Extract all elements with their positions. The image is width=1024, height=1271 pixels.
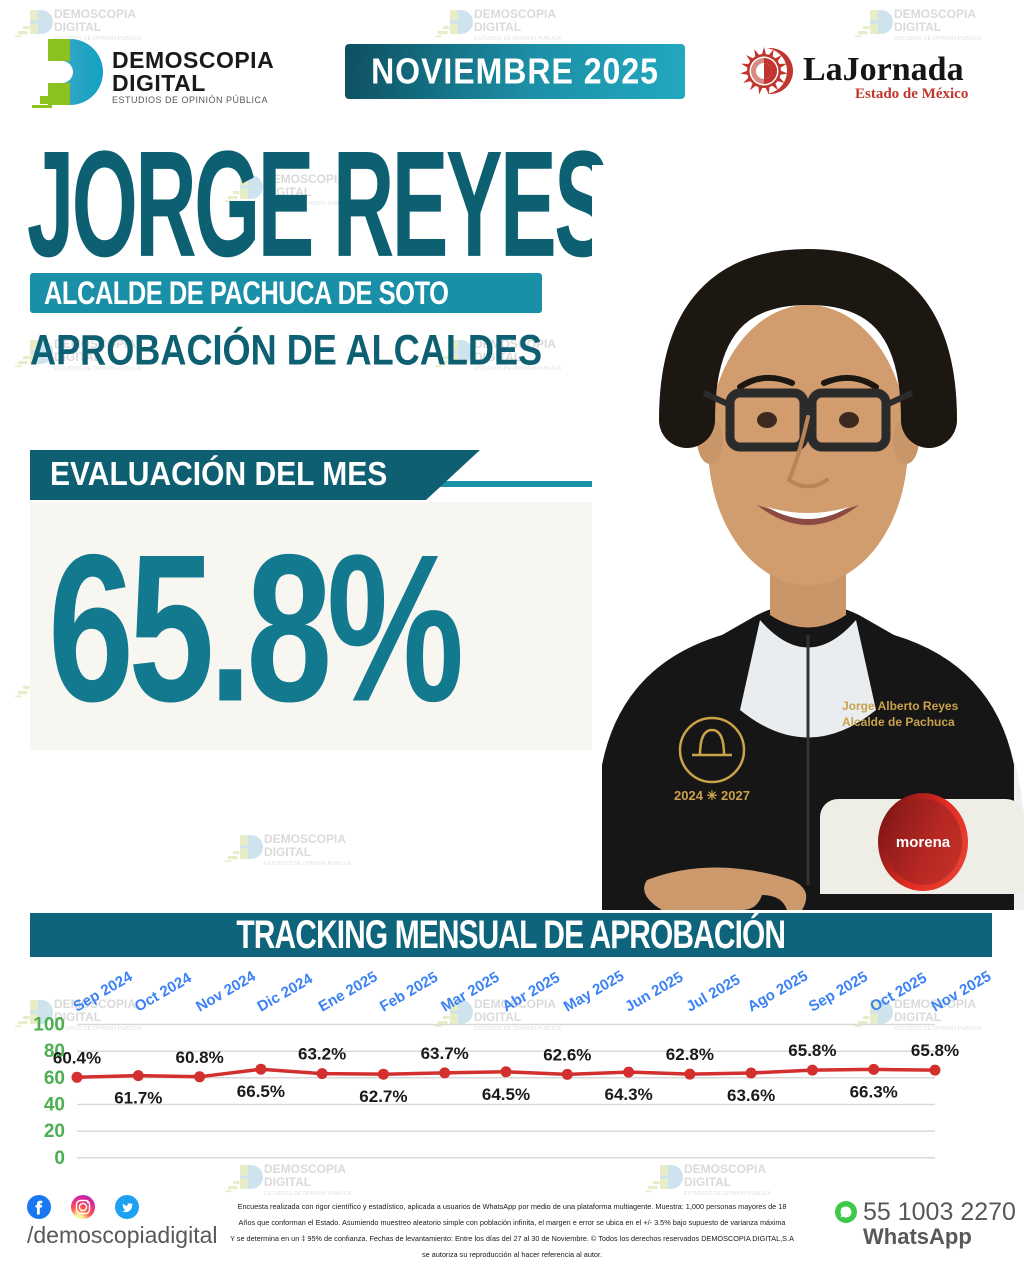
svg-text:40: 40 [44, 1095, 65, 1116]
svg-text:60.4%: 60.4% [53, 1048, 101, 1067]
svg-text:61.7%: 61.7% [114, 1089, 162, 1108]
svg-text:Jun 2025: Jun 2025 [622, 969, 686, 1016]
svg-text:0: 0 [54, 1148, 65, 1169]
svg-text:65.8%: 65.8% [911, 1041, 959, 1060]
svg-text:Jorge Alberto Reyes: Jorge Alberto Reyes [842, 699, 959, 713]
svg-text:Oct 2024: Oct 2024 [132, 969, 195, 1015]
svg-text:Ene 2025: Ene 2025 [316, 968, 381, 1015]
svg-text:100: 100 [33, 1015, 65, 1036]
svg-text:60.8%: 60.8% [175, 1048, 223, 1067]
svg-text:Abr 2025: Abr 2025 [500, 969, 563, 1015]
svg-text:66.5%: 66.5% [237, 1082, 285, 1101]
svg-text:Mar 2025: Mar 2025 [438, 969, 502, 1016]
svg-text:65.8%: 65.8% [788, 1041, 836, 1060]
svg-text:Feb 2025: Feb 2025 [377, 969, 441, 1016]
svg-text:63.2%: 63.2% [298, 1045, 346, 1064]
svg-text:66.3%: 66.3% [850, 1082, 898, 1101]
svg-text:Jul 2025: Jul 2025 [683, 971, 743, 1015]
svg-text:64.5%: 64.5% [482, 1085, 530, 1104]
svg-text:Alcalde de Pachuca: Alcalde de Pachuca [842, 715, 955, 729]
svg-text:60: 60 [44, 1068, 65, 1089]
svg-text:Sep 2025: Sep 2025 [806, 968, 871, 1015]
svg-text:Nov 2024: Nov 2024 [193, 967, 259, 1015]
svg-text:62.6%: 62.6% [543, 1045, 591, 1064]
svg-text:63.7%: 63.7% [421, 1044, 469, 1063]
svg-text:Dic 2024: Dic 2024 [254, 970, 316, 1015]
svg-text:LaJornada: LaJornada [803, 51, 964, 88]
svg-text:62.7%: 62.7% [359, 1087, 407, 1106]
svg-text:Oct 2025: Oct 2025 [867, 969, 930, 1015]
svg-text:Estado de México: Estado de México [855, 86, 968, 102]
svg-text:Nov 2025: Nov 2025 [929, 968, 995, 1016]
svg-text:63.6%: 63.6% [727, 1086, 775, 1105]
svg-text:62.8%: 62.8% [666, 1045, 714, 1064]
svg-text:Sep 2024: Sep 2024 [71, 968, 136, 1016]
svg-text:ESTUDIOS DE OPINIÓN PÚBLICA: ESTUDIOS DE OPINIÓN PÚBLICA [112, 95, 268, 105]
svg-text:DIGITAL: DIGITAL [112, 70, 206, 96]
svg-text:64.3%: 64.3% [604, 1085, 652, 1104]
svg-text:2024 ✳ 2027: 2024 ✳ 2027 [674, 788, 750, 803]
svg-text:Ago 2025: Ago 2025 [745, 967, 811, 1015]
svg-text:May 2025: May 2025 [561, 967, 627, 1015]
svg-text:20: 20 [44, 1121, 65, 1142]
